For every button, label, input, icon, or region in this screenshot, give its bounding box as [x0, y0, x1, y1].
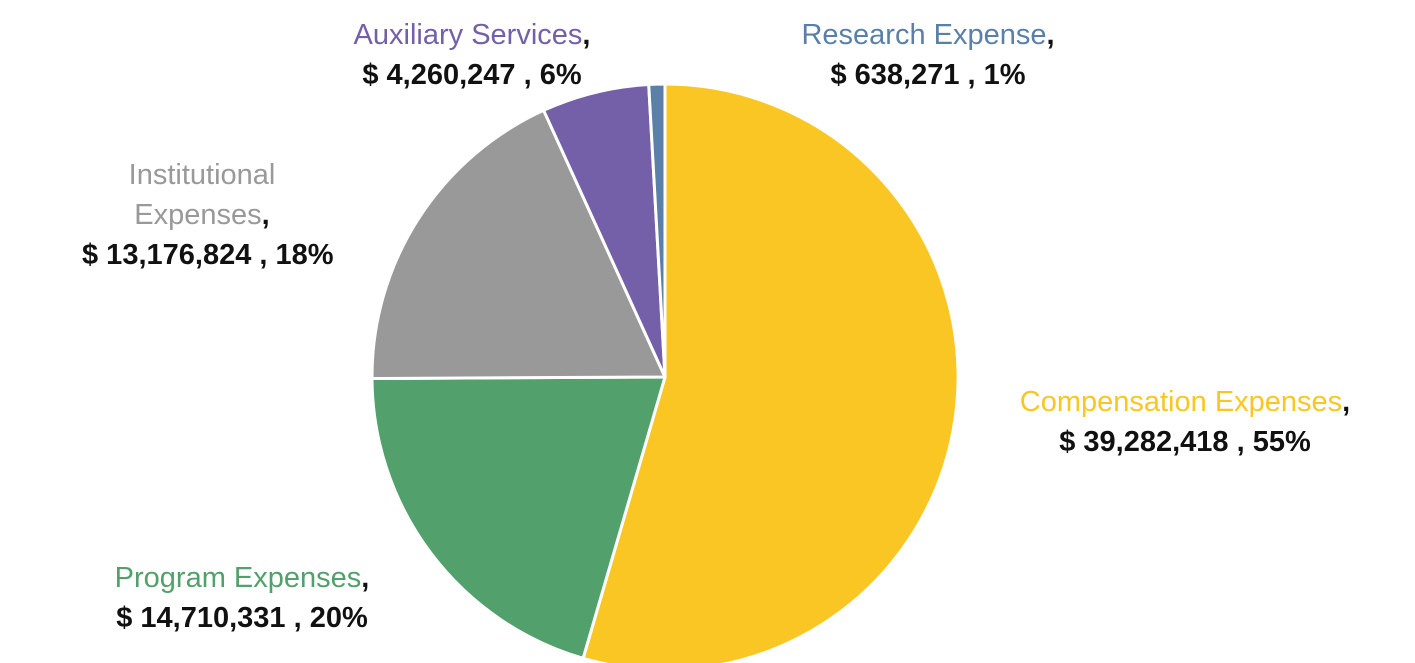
category-name: Program Expenses [114, 562, 362, 594]
label-separator: , [582, 19, 591, 51]
pie-slice [370, 108, 667, 380]
label-separator: , [1342, 386, 1351, 418]
value-label: $ 39,282,418 , 55% [1059, 426, 1311, 458]
data-label: Auxiliary Services, $ 4,260,247 , 6% [354, 15, 591, 95]
pie-slice [647, 82, 667, 379]
category-name: Research Expense [801, 19, 1047, 51]
data-label: Institutional Expenses, $ 13,176,824 , 18… [82, 155, 334, 275]
data-label: Compensation Expenses, $ 39,282,418 , 55% [1020, 382, 1350, 462]
pie-slice [370, 375, 667, 660]
category-name: Compensation Expenses [1019, 386, 1343, 418]
label-separator: , [261, 199, 270, 231]
data-label: Research Expense, $ 638,271 , 1% [801, 15, 1054, 95]
data-label: Program Expenses, $ 14,710,331 , 20% [115, 558, 370, 638]
value-label: $ 14,710,331 , 20% [116, 602, 368, 634]
label-separator: , [361, 562, 370, 594]
label-separator: , [1046, 19, 1055, 51]
value-label: $ 13,176,824 , 18% [82, 239, 334, 271]
category-name: Auxiliary Services [353, 19, 583, 51]
value-label: $ 638,271 , 1% [830, 59, 1026, 91]
value-label: $ 4,260,247 , 6% [362, 59, 582, 91]
category-name: Institutional Expenses [128, 159, 276, 231]
